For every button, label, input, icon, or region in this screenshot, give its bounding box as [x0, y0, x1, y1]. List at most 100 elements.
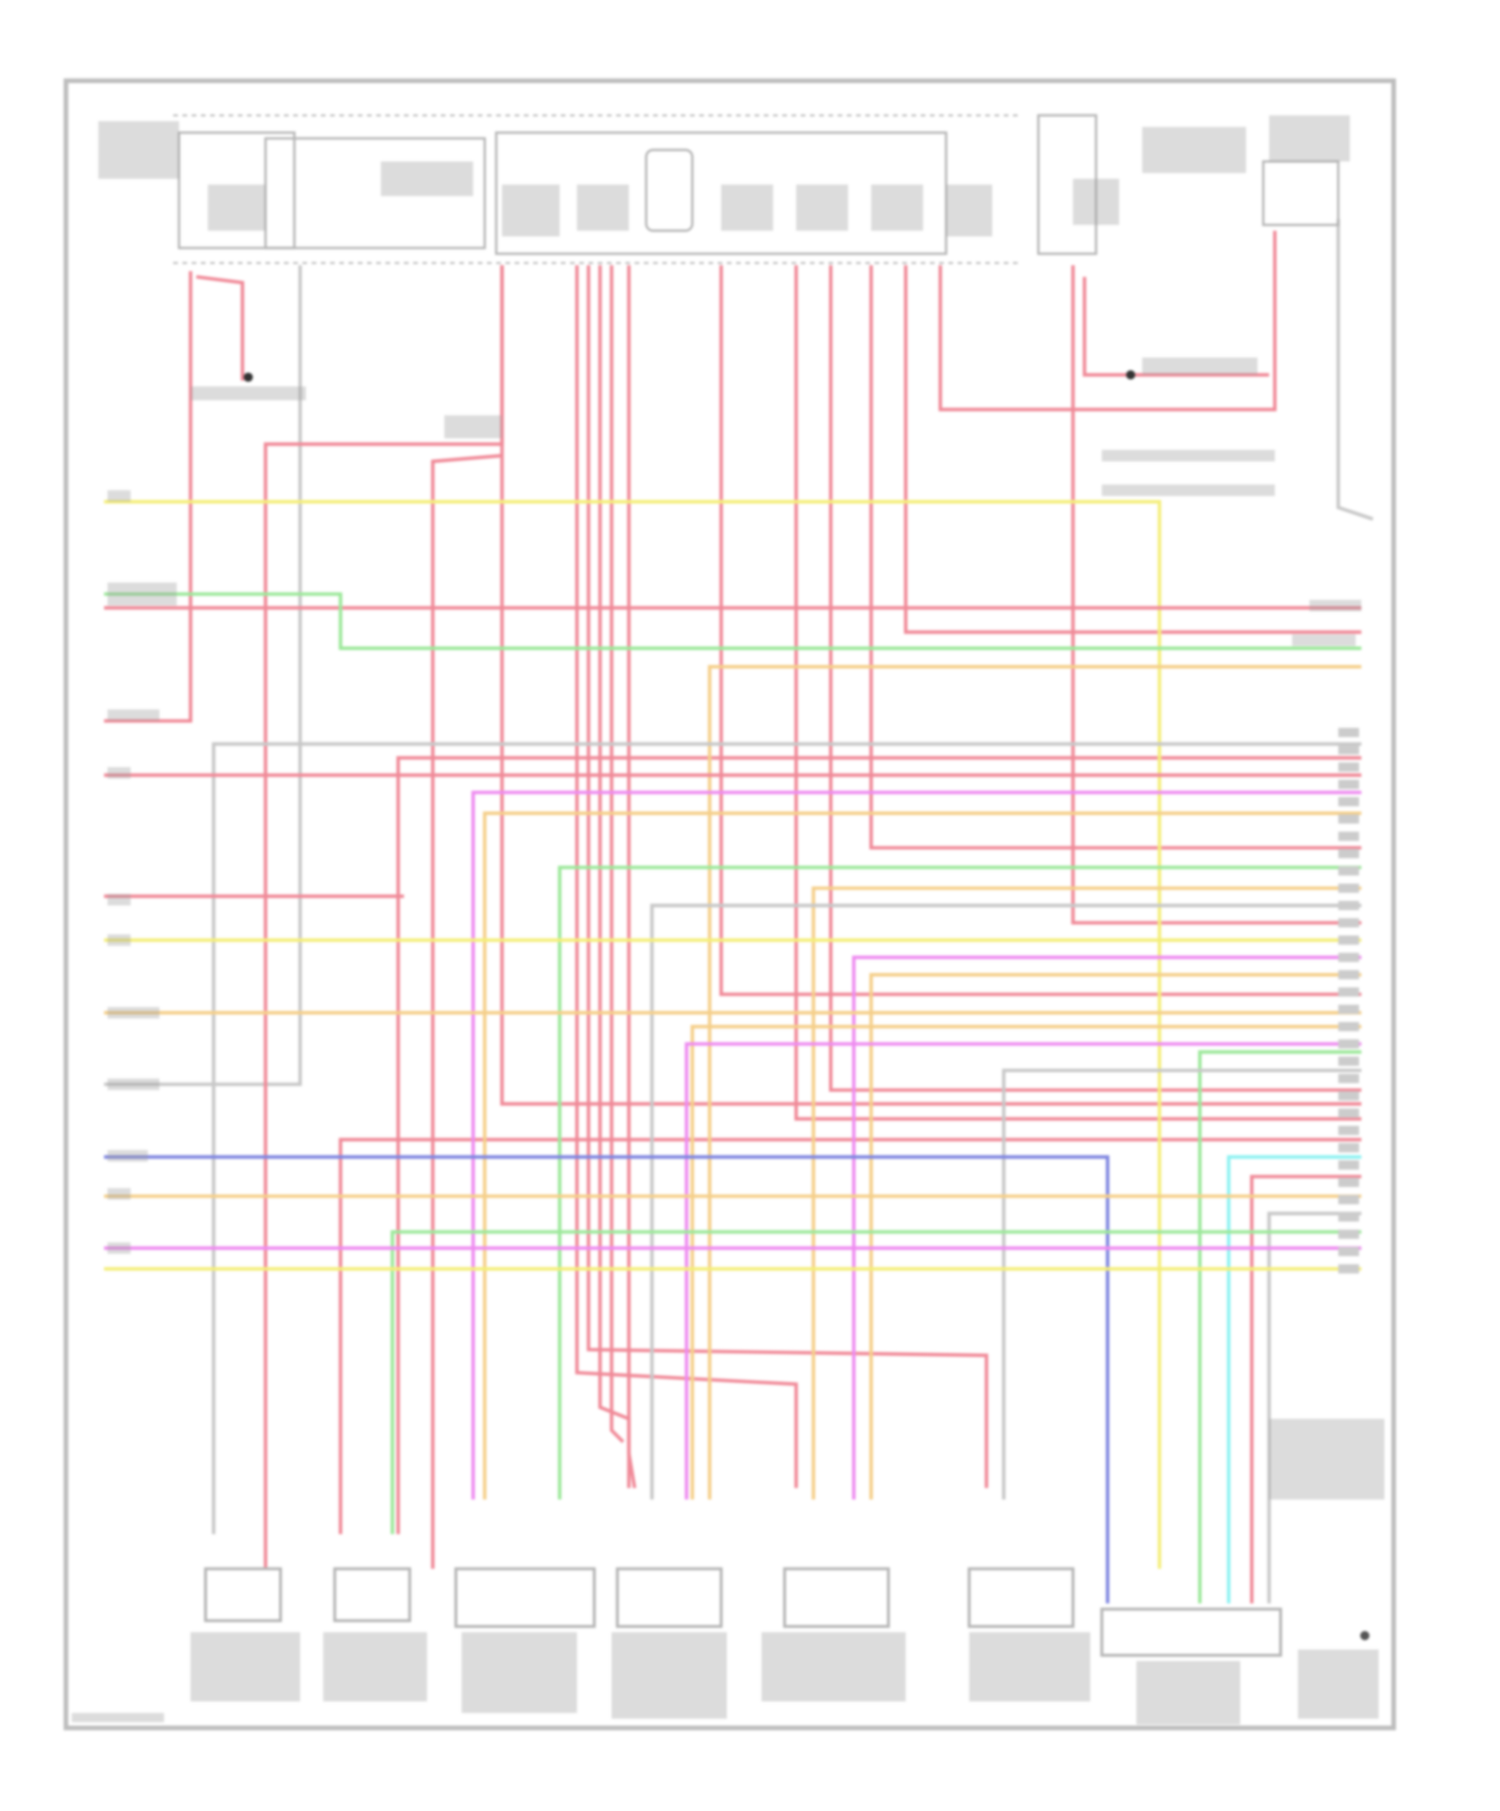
wire-red [627, 265, 637, 1489]
wire-orange [482, 811, 1362, 1500]
connector-pin [1338, 918, 1360, 928]
connector-pin [1338, 1143, 1360, 1153]
wire-red [1082, 276, 1270, 377]
wire-gray [650, 903, 1362, 1500]
top-component-box [177, 131, 296, 250]
wire-red [338, 1137, 1362, 1535]
illegible-label [1101, 484, 1275, 497]
frame-border [63, 78, 1396, 1731]
connector-pin [1338, 900, 1360, 911]
connector-pin [1338, 1195, 1360, 1205]
illegible-label [946, 184, 993, 237]
illegible-label [444, 415, 502, 439]
illegible-label [107, 767, 131, 779]
illegible-label [1136, 1661, 1241, 1725]
wire-red [829, 265, 1362, 1092]
connector-pin [1338, 831, 1360, 841]
connector-pin [1338, 987, 1360, 997]
wire-green [390, 1230, 1362, 1535]
wire-gray [1002, 1068, 1362, 1500]
top-component-box [1262, 160, 1340, 227]
illegible-label [107, 582, 177, 606]
illegible-label [501, 184, 560, 237]
wire-red [719, 265, 1362, 997]
illegible-label [107, 1150, 148, 1162]
diagram-frame [63, 78, 1396, 1731]
illegible-label [98, 121, 180, 179]
illegible-label [761, 1632, 906, 1702]
wire-magenta [852, 955, 1362, 1500]
wire-red [794, 265, 1362, 1121]
wire-blue [104, 1155, 1110, 1604]
splice-icon [1126, 370, 1136, 380]
illegible-label [107, 1078, 160, 1091]
wire-red [903, 265, 1362, 634]
illegible-label [323, 1632, 428, 1702]
illegible-label [576, 184, 629, 231]
connector-pin [1338, 762, 1360, 772]
wire-red [396, 756, 1362, 1535]
wire-orange [869, 972, 1362, 1500]
illegible-label [107, 1188, 131, 1200]
illegible-label [380, 161, 474, 197]
top-component-box [495, 131, 948, 255]
top-component-box [264, 137, 486, 250]
wire-red [586, 265, 989, 1489]
wire-red [609, 265, 625, 1444]
labels [71, 115, 1385, 1725]
connector-pin [1338, 1246, 1360, 1257]
wire-green [104, 592, 1362, 650]
illegible-label [107, 893, 131, 906]
illegible-label [1269, 1418, 1385, 1500]
connector-pin [1338, 1056, 1360, 1066]
connector-pin [1338, 779, 1360, 789]
illegible-label [871, 184, 924, 231]
illegible-label [107, 490, 131, 502]
connector-pin [1338, 1091, 1360, 1101]
illegible-label [107, 1242, 131, 1254]
connector-pin [1338, 814, 1360, 824]
illegible-label [1142, 357, 1258, 375]
wire-red [196, 275, 245, 381]
wire-red [1071, 265, 1362, 925]
wire-magenta [684, 1042, 1362, 1500]
connector-pin [1338, 1160, 1360, 1170]
top-component-box [1037, 114, 1098, 255]
splice-icon [243, 372, 253, 382]
wire-gray [1267, 1211, 1362, 1604]
wire-red [938, 230, 1277, 412]
bottom-component-box [1100, 1607, 1283, 1657]
wire-gray [104, 265, 302, 1087]
wire-orange [811, 886, 1362, 1500]
connector-pin [1338, 848, 1360, 859]
illegible-label [1072, 178, 1120, 225]
bottom-component-box [615, 1567, 723, 1628]
connector-pin [1338, 883, 1360, 893]
wire-orange [707, 664, 1362, 1500]
ground-icon [1360, 1631, 1370, 1641]
wire-red [598, 265, 631, 1489]
illegible-label [207, 184, 266, 231]
bottom-component-box [454, 1567, 596, 1628]
wire-red [869, 265, 1362, 850]
connector-pin [1338, 970, 1360, 980]
connector-pin [1338, 935, 1360, 945]
connector-pin [1338, 952, 1360, 963]
connector-pin [1338, 797, 1360, 807]
wire-green [1198, 1050, 1362, 1604]
illegible-label [1142, 126, 1247, 174]
illegible-label [796, 184, 849, 231]
bottom-component-box [967, 1567, 1075, 1628]
illegible-label [461, 1632, 577, 1713]
connector-pin [1338, 1022, 1360, 1032]
connector-pin [1338, 1004, 1360, 1014]
connector-pin [1338, 1039, 1360, 1049]
wire-orange [690, 1024, 1362, 1500]
wires [104, 219, 1374, 1604]
wire-yellow [104, 500, 1162, 1569]
connector-pin [1338, 1229, 1360, 1239]
connector-pin [1338, 727, 1360, 738]
bottom-component-box [333, 1567, 412, 1623]
illegible-label [190, 1632, 301, 1702]
